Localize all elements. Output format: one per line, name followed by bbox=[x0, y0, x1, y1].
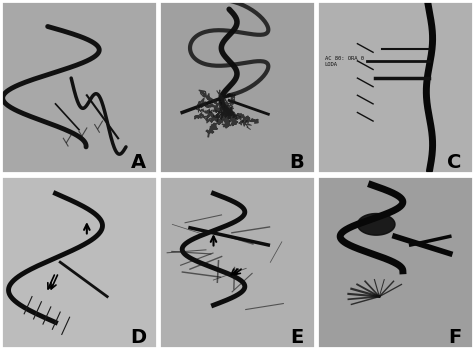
Text: F: F bbox=[448, 328, 461, 347]
Text: B: B bbox=[289, 153, 304, 172]
Text: A: A bbox=[131, 153, 146, 172]
Polygon shape bbox=[357, 213, 395, 235]
Text: E: E bbox=[290, 328, 303, 347]
Text: D: D bbox=[130, 328, 146, 347]
Text: C: C bbox=[447, 153, 462, 172]
Text: AC 80: ORA 0
LODA: AC 80: ORA 0 LODA bbox=[325, 56, 364, 67]
